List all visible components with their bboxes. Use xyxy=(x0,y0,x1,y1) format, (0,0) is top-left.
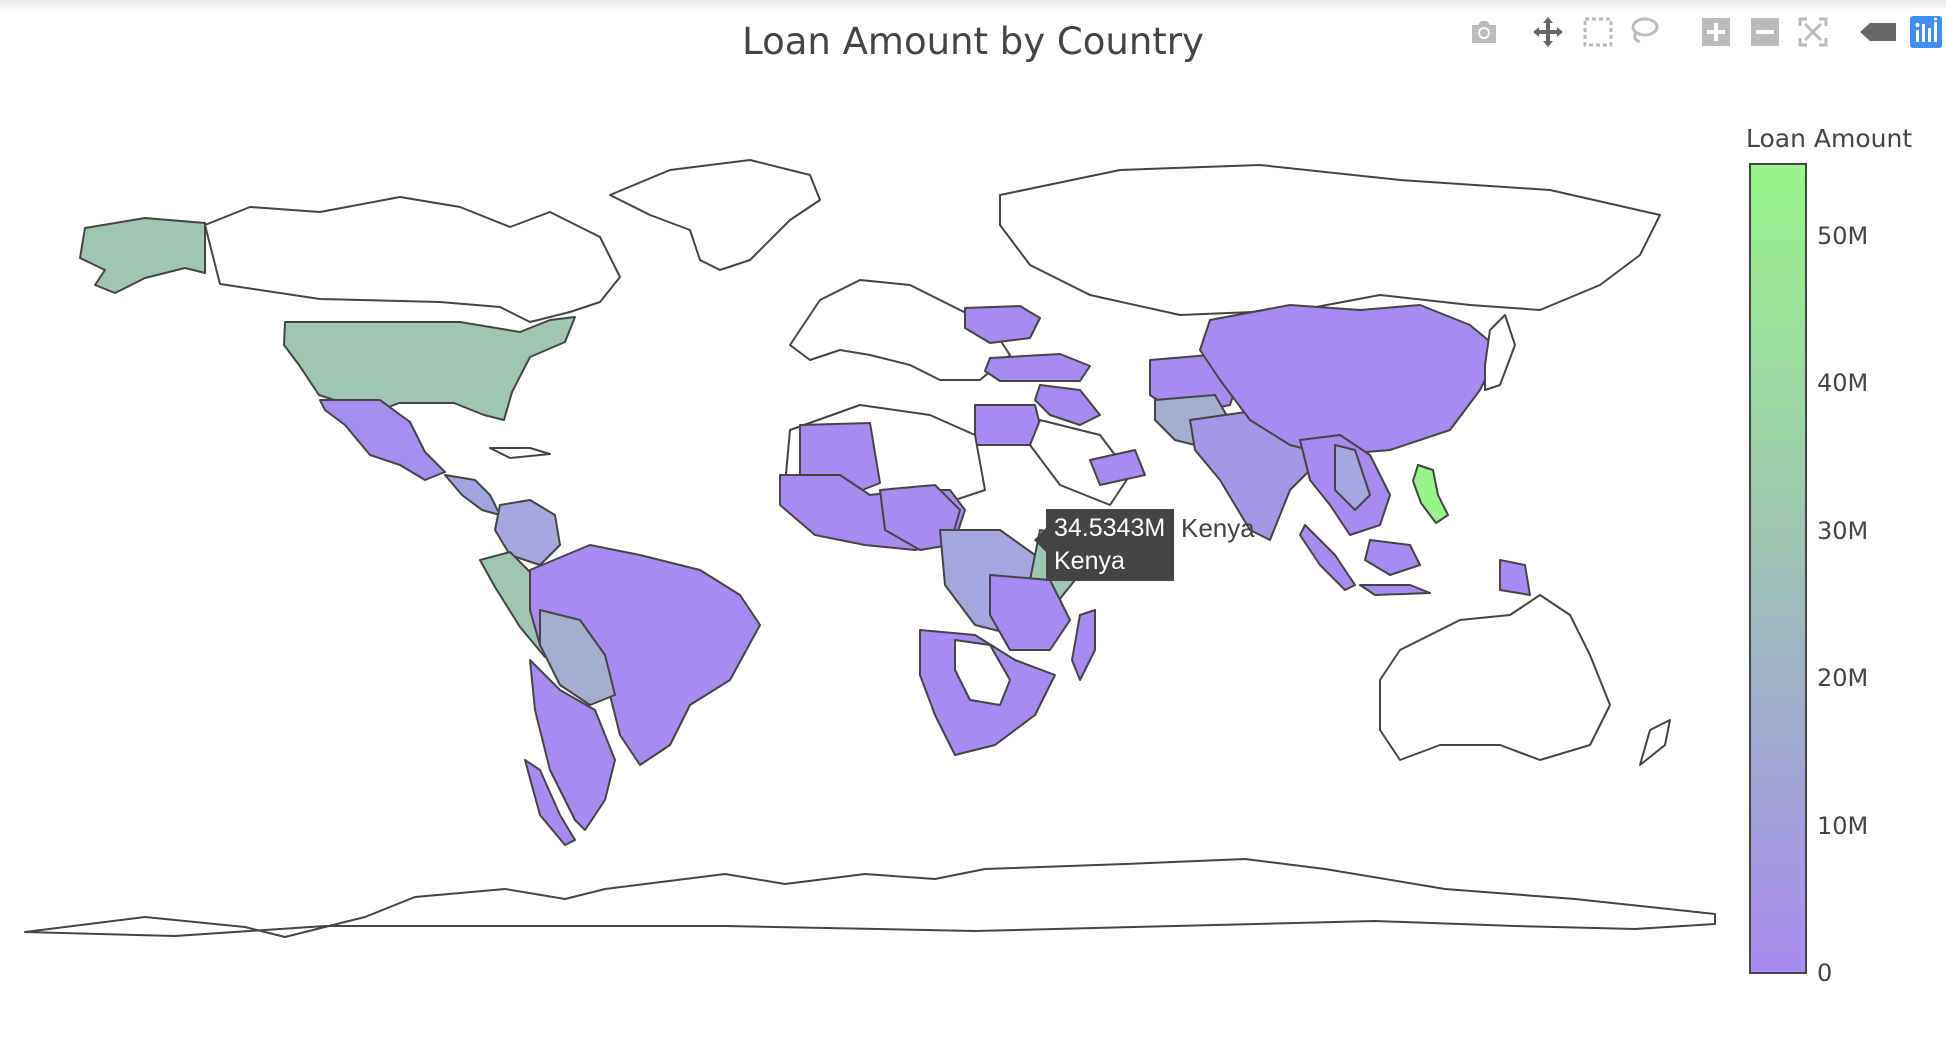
hover-value: 34.5343M xyxy=(1054,514,1166,542)
country-ukraine[interactable] xyxy=(964,305,1041,344)
colorbar-gradient xyxy=(1749,163,1807,974)
country-usa-alaska[interactable] xyxy=(79,217,206,294)
country-greenland[interactable] xyxy=(609,159,821,271)
country-caribbean[interactable] xyxy=(489,447,551,459)
colorbar-tick-label: 40M xyxy=(1817,369,1869,398)
hover-closest-icon[interactable] xyxy=(1858,12,1898,52)
country-png[interactable] xyxy=(1499,559,1531,596)
country-russia[interactable] xyxy=(999,164,1661,316)
country-colombia[interactable] xyxy=(494,499,561,566)
country-japan[interactable] xyxy=(1484,314,1516,391)
country-madagascar[interactable] xyxy=(1071,609,1096,681)
hover-tooltip: 34.5343M Kenya xyxy=(1046,509,1174,581)
country-cambodia-vietnam[interactable] xyxy=(1334,444,1371,511)
colorbar-tick-label: 10M xyxy=(1817,811,1869,840)
country-europe[interactable] xyxy=(789,279,1011,381)
country-iraq-jordan[interactable] xyxy=(1034,384,1101,426)
country-antarctica[interactable] xyxy=(24,858,1716,938)
zoom-out-icon[interactable] xyxy=(1745,12,1785,52)
colorbar-title: Loan Amount xyxy=(1746,124,1913,153)
country-china[interactable] xyxy=(1199,304,1501,456)
lasso-icon[interactable] xyxy=(1623,12,1663,52)
colorbar-tick-label: 20M xyxy=(1817,664,1869,693)
country-namibia-botswana[interactable] xyxy=(954,639,1011,706)
country-turkey[interactable] xyxy=(984,353,1091,382)
colorbar-tick-label: 0 xyxy=(1817,959,1833,987)
hover-pointer xyxy=(1034,527,1047,553)
country-chile-argentina[interactable] xyxy=(529,659,616,831)
country-usa[interactable] xyxy=(283,316,576,421)
colorbar-tick-label: 50M xyxy=(1817,221,1869,250)
reset-icon[interactable] xyxy=(1793,12,1833,52)
country-new-zealand[interactable] xyxy=(1639,719,1671,766)
country-bolivia-paraguay[interactable] xyxy=(539,609,616,706)
chart-title: Loan Amount by Country xyxy=(742,20,1204,63)
country-mexico[interactable] xyxy=(319,399,446,481)
colorbar-tick-label: 30M xyxy=(1817,516,1869,545)
country-canada[interactable] xyxy=(204,196,621,323)
country-yemen[interactable] xyxy=(1089,449,1146,486)
plotly-logo-icon[interactable] xyxy=(1906,12,1946,52)
country-southern-cone[interactable] xyxy=(524,759,576,846)
zoom-in-icon[interactable] xyxy=(1696,12,1736,52)
country-central-america[interactable] xyxy=(444,474,501,516)
camera-icon[interactable] xyxy=(1464,12,1504,52)
country-philippines[interactable] xyxy=(1412,464,1449,524)
hover-trace-name: Kenya xyxy=(1181,513,1255,543)
hover-country: Kenya xyxy=(1054,547,1125,575)
pan-icon[interactable] xyxy=(1528,12,1568,52)
country-australia[interactable] xyxy=(1379,594,1611,761)
box-select-icon[interactable] xyxy=(1578,12,1618,52)
country-indonesia[interactable] xyxy=(1299,524,1431,596)
top-border xyxy=(0,0,1946,12)
